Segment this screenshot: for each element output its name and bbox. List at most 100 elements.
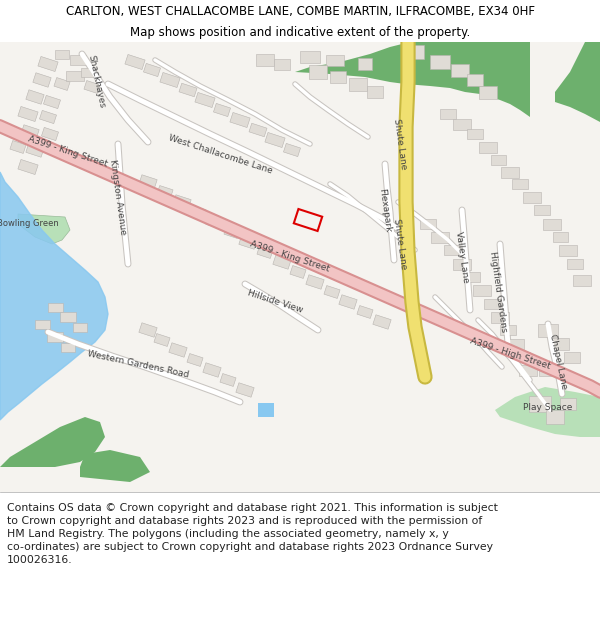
Polygon shape: [18, 214, 70, 244]
Bar: [546, 410, 564, 424]
Bar: [224, 226, 240, 239]
Bar: [464, 272, 480, 282]
Bar: [406, 45, 424, 59]
Bar: [367, 86, 383, 98]
Bar: [169, 342, 187, 357]
Bar: [567, 259, 583, 269]
Bar: [230, 112, 250, 128]
Bar: [538, 324, 558, 336]
Polygon shape: [555, 42, 600, 122]
Bar: [61, 342, 75, 351]
Bar: [220, 374, 236, 386]
Bar: [157, 186, 173, 199]
Bar: [258, 403, 274, 417]
Bar: [479, 141, 497, 152]
Bar: [430, 55, 450, 69]
Text: Valley Lane: Valley Lane: [454, 231, 470, 283]
Bar: [539, 364, 557, 376]
Bar: [60, 312, 76, 322]
Bar: [26, 142, 44, 158]
Bar: [534, 205, 550, 215]
Bar: [47, 302, 62, 311]
Bar: [257, 246, 273, 259]
Bar: [453, 119, 471, 129]
Bar: [453, 259, 471, 269]
Bar: [55, 49, 69, 59]
Bar: [514, 352, 530, 362]
Bar: [239, 235, 257, 249]
Bar: [33, 72, 51, 88]
Bar: [324, 286, 340, 299]
Bar: [309, 65, 327, 79]
Bar: [40, 111, 56, 124]
Bar: [256, 54, 274, 66]
Bar: [551, 338, 569, 350]
Bar: [54, 78, 70, 91]
Bar: [160, 72, 180, 88]
Text: Shute Lane: Shute Lane: [392, 118, 408, 170]
Bar: [66, 71, 84, 81]
Text: Shackhayes: Shackhayes: [86, 54, 106, 109]
Bar: [283, 143, 301, 157]
Bar: [10, 141, 26, 154]
Bar: [70, 55, 86, 65]
Bar: [543, 219, 561, 229]
Bar: [203, 362, 221, 378]
Text: Play Space: Play Space: [523, 402, 572, 411]
Bar: [190, 206, 206, 219]
Bar: [420, 219, 436, 229]
Bar: [26, 90, 44, 104]
Text: Chapel Lane: Chapel Lane: [548, 334, 568, 391]
Bar: [21, 125, 39, 139]
Bar: [501, 166, 519, 177]
Polygon shape: [80, 450, 150, 482]
Bar: [339, 295, 357, 309]
Bar: [573, 274, 591, 286]
Bar: [491, 155, 505, 165]
Bar: [444, 245, 460, 255]
Bar: [273, 255, 291, 269]
Bar: [512, 179, 528, 189]
Bar: [491, 311, 509, 322]
Bar: [473, 284, 491, 296]
Bar: [125, 54, 145, 69]
Bar: [173, 195, 191, 209]
Bar: [553, 232, 568, 242]
Bar: [18, 106, 38, 121]
Bar: [506, 339, 524, 349]
Text: Shute Lane: Shute Lane: [392, 218, 408, 270]
Bar: [139, 322, 157, 338]
Bar: [306, 275, 324, 289]
Bar: [80, 68, 95, 76]
Polygon shape: [0, 417, 105, 467]
Bar: [484, 299, 500, 309]
Bar: [519, 364, 537, 376]
Bar: [47, 332, 63, 342]
Text: Highfield Gardens: Highfield Gardens: [488, 251, 508, 333]
Bar: [500, 325, 516, 335]
Bar: [349, 78, 367, 91]
Bar: [154, 334, 170, 346]
Bar: [236, 382, 254, 398]
Bar: [290, 266, 306, 279]
Bar: [214, 103, 230, 117]
Bar: [73, 322, 87, 331]
Text: Hillside View: Hillside View: [246, 289, 304, 315]
Polygon shape: [0, 172, 108, 420]
Bar: [18, 159, 38, 174]
Bar: [431, 231, 449, 242]
Text: A399 - King Street: A399 - King Street: [27, 135, 109, 169]
Text: Bowling Green: Bowling Green: [0, 219, 59, 229]
Text: Western Gardens Road: Western Gardens Road: [86, 349, 190, 379]
Text: Contains OS data © Crown copyright and database right 2021. This information is : Contains OS data © Crown copyright and d…: [7, 503, 498, 566]
Bar: [265, 132, 285, 148]
Bar: [451, 64, 469, 76]
Bar: [249, 123, 267, 137]
Bar: [274, 59, 290, 69]
Bar: [326, 54, 344, 66]
Bar: [43, 96, 61, 109]
Bar: [187, 354, 203, 366]
Bar: [143, 63, 161, 77]
Bar: [38, 56, 58, 71]
Bar: [560, 398, 576, 410]
